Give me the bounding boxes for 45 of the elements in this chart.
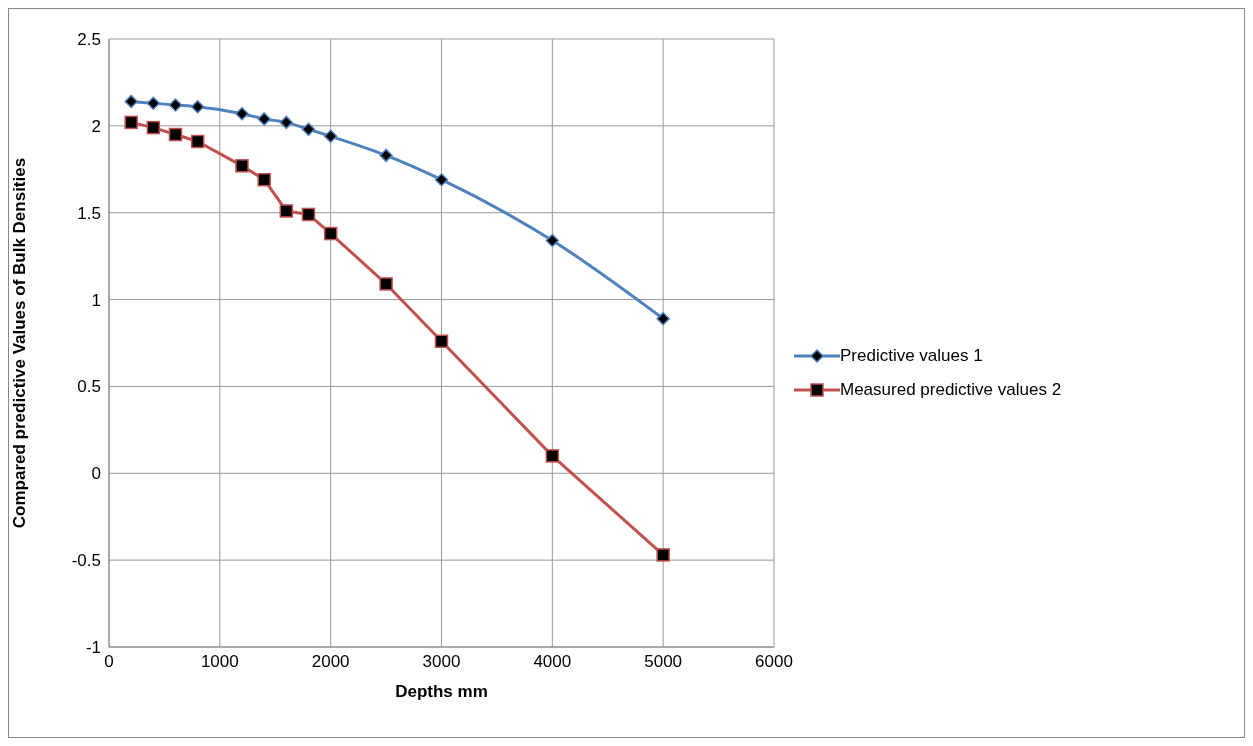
y-tick-label: 1 [91, 290, 101, 310]
y-tick-label: 0.5 [77, 377, 101, 397]
point [545, 449, 560, 463]
y-tick-label: 1.5 [77, 203, 101, 223]
y-tick-label: -1 [85, 638, 101, 658]
point [434, 172, 449, 187]
point [323, 129, 338, 144]
point [434, 334, 449, 349]
y-tick-label: 2.5 [77, 30, 101, 50]
point [235, 106, 249, 121]
point [301, 207, 316, 222]
x-tick-label: 5000 [644, 652, 683, 672]
point [545, 233, 560, 248]
point [301, 122, 316, 137]
y-tick-label: 0 [91, 464, 101, 484]
point [146, 120, 161, 135]
x-tick-label: 1000 [200, 652, 239, 672]
point [146, 96, 161, 111]
point [124, 94, 138, 109]
point [279, 204, 294, 218]
x-axis-title: Depths mm [395, 682, 488, 701]
point [379, 148, 393, 163]
x-tick-label: 2000 [311, 652, 350, 672]
point [190, 100, 205, 114]
point [235, 159, 249, 173]
point [279, 115, 294, 130]
x-tick-label: 4000 [533, 652, 572, 672]
y-axis-title: Compared predictive Values of Bulk Densities [10, 157, 30, 529]
point [168, 98, 183, 112]
point [257, 172, 271, 187]
point [190, 134, 205, 149]
y-tick-label: -0.5 [71, 551, 101, 571]
x-tick-label: 3000 [422, 652, 461, 672]
point [168, 127, 183, 142]
point [656, 548, 670, 562]
point [379, 277, 393, 291]
point [124, 115, 138, 130]
point [323, 226, 338, 241]
point [656, 311, 670, 326]
legend-label: Predictive values 1 [840, 346, 983, 366]
legend-label: Measured predictive values 2 [840, 380, 1062, 400]
x-tick-label: 6000 [755, 652, 793, 672]
point [257, 112, 271, 126]
y-tick-label: 2 [91, 116, 101, 136]
x-tick-label: 0 [104, 652, 114, 672]
